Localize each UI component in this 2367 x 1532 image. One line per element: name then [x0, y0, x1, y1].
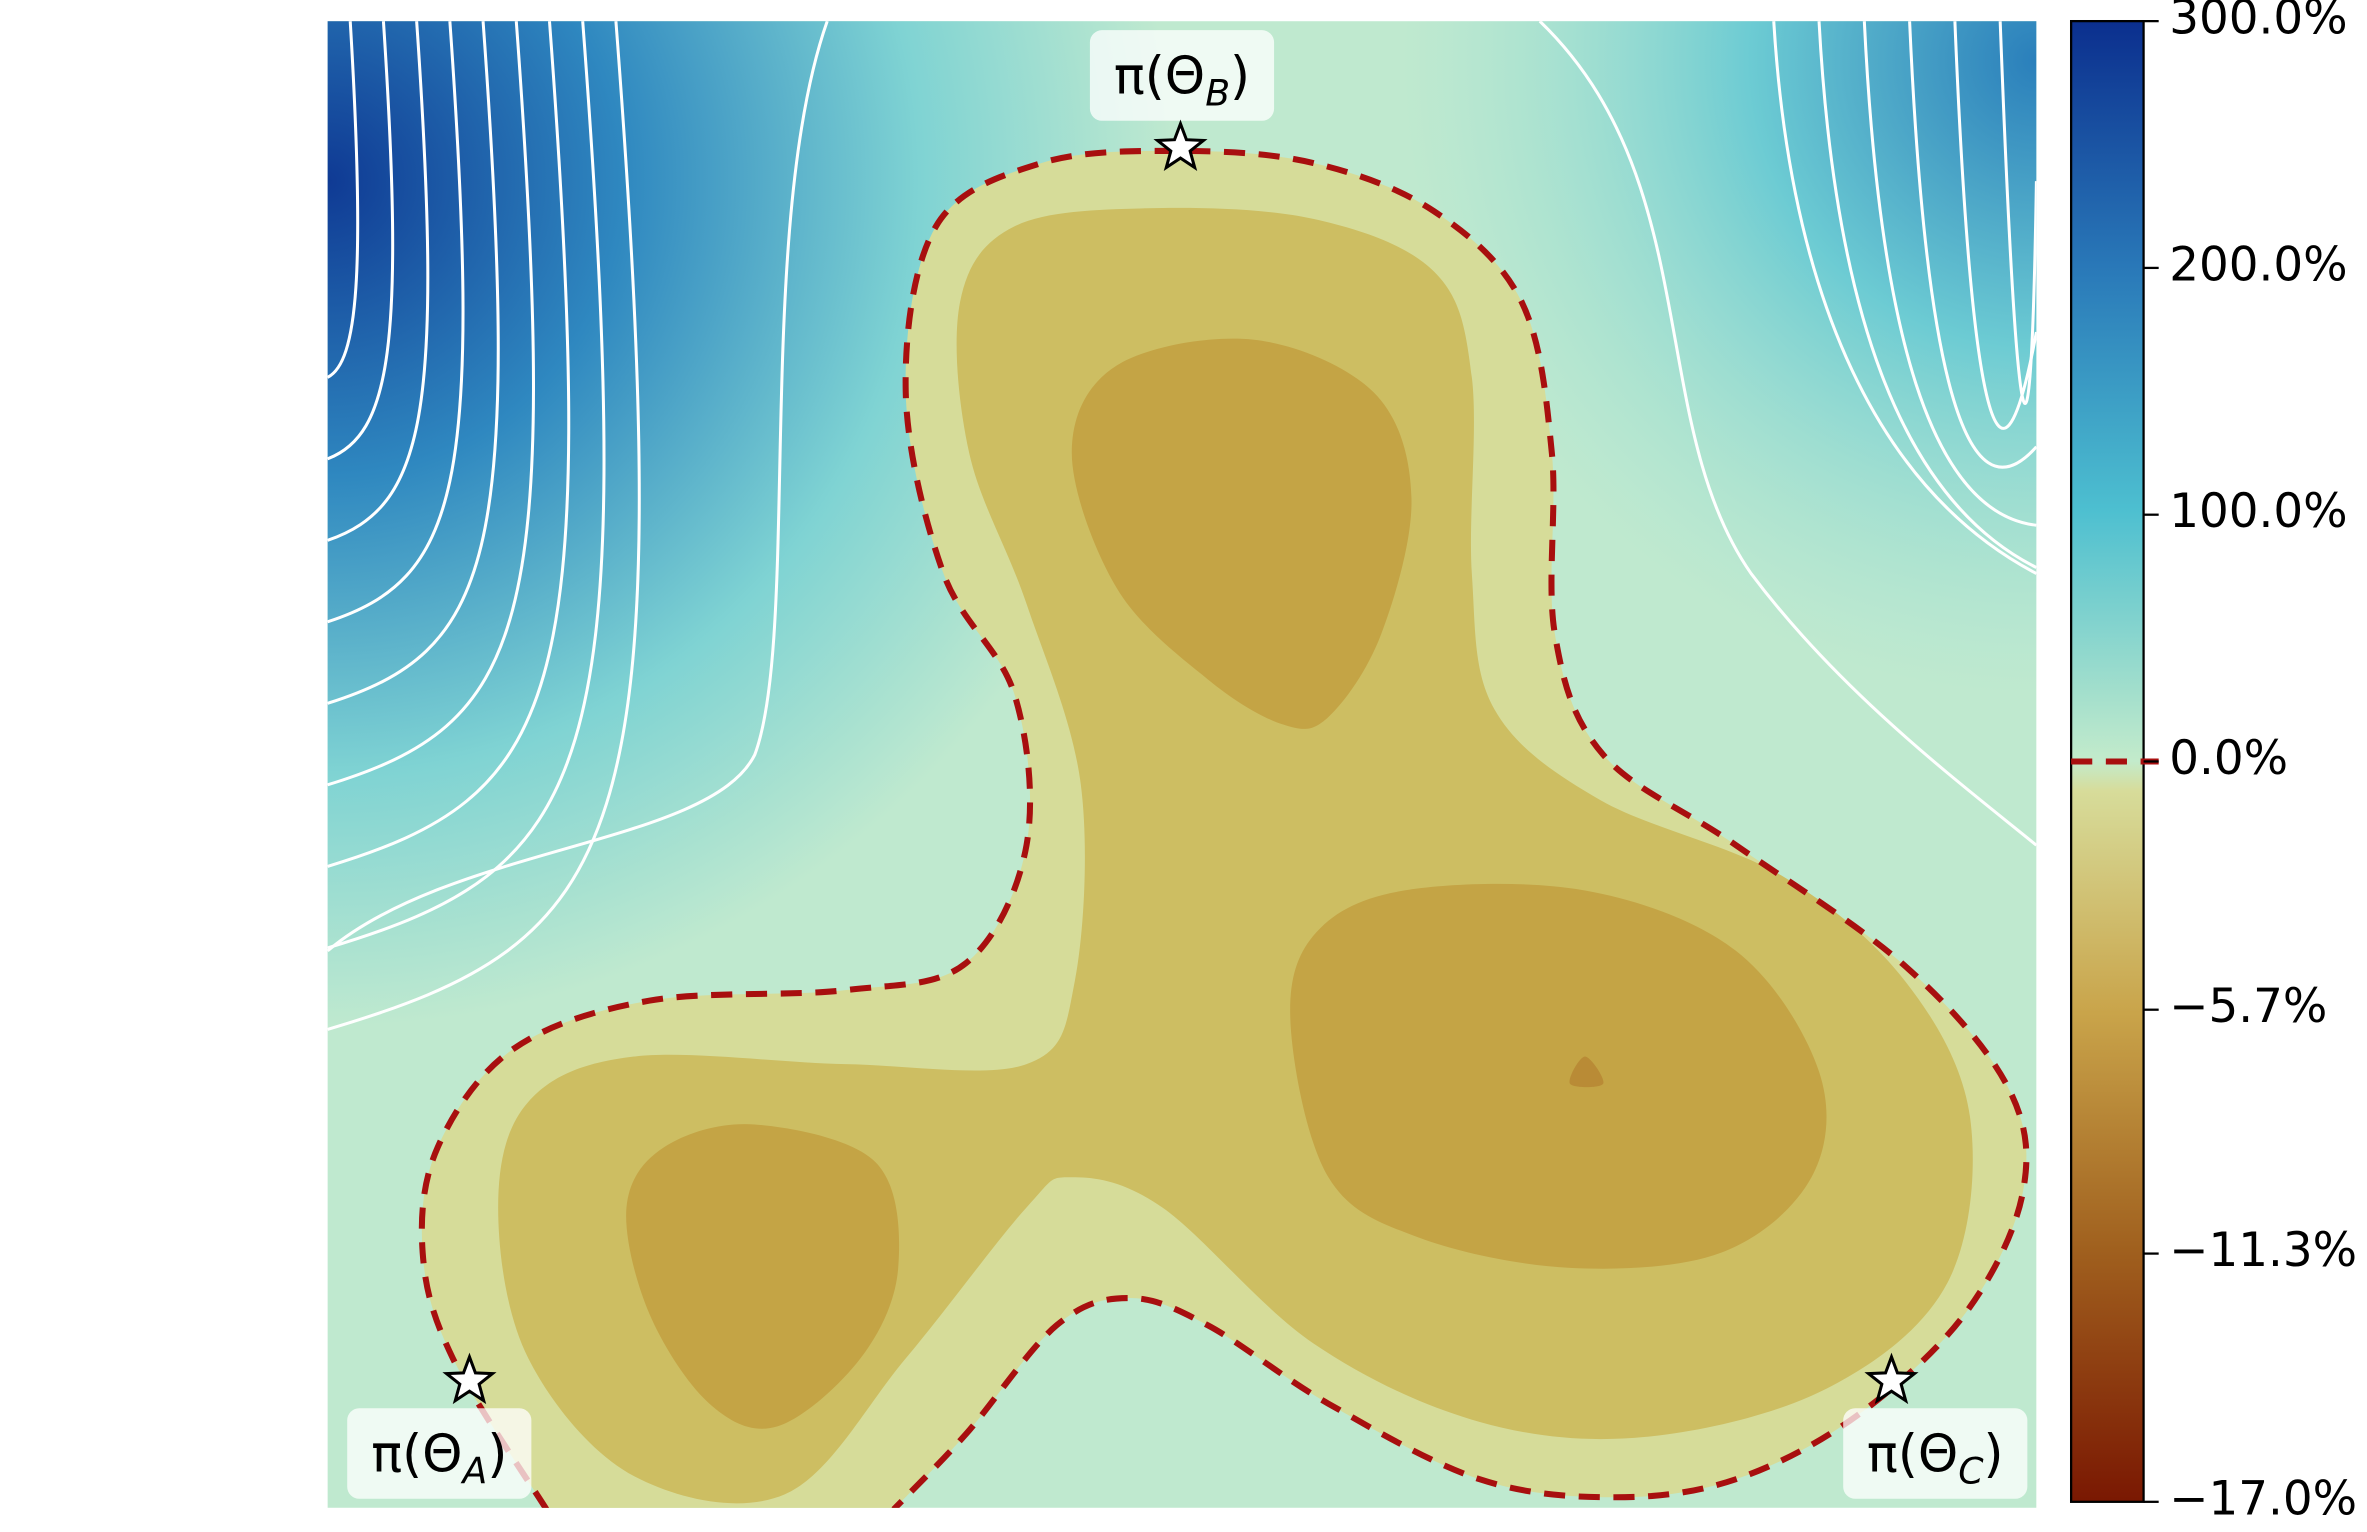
colorbar-tick-label: −11.3% [2169, 1224, 2357, 1278]
iso-line [1538, 21, 2037, 847]
label-part: π(Θ [1114, 47, 1205, 107]
colorbar-axis: 300.0% 200.0% 100.0% 0.0% −5.7% −11.3% −17.0% [2071, 0, 2357, 1526]
contour-fill [626, 1124, 900, 1429]
iso-lines [327, 21, 2037, 1031]
plot-area [327, 21, 2037, 1508]
label-part: B [1205, 72, 1230, 115]
label-part: C [1958, 1450, 1984, 1493]
colorbar-tick-label: 100.0% [2169, 485, 2347, 539]
points: π(ΘA)π(ΘB)π(ΘC) [347, 30, 2028, 1499]
label-part: π(Θ [1867, 1425, 1958, 1485]
star-marker [442, 1352, 497, 1405]
iso-line [1998, 21, 2037, 405]
label-part: π(Θ [371, 1425, 462, 1485]
label-box [1089, 30, 1275, 121]
label-part: ) [1230, 47, 1250, 107]
contour-fill [1569, 1056, 1604, 1088]
colorbar-tick-label: −17.0% [2169, 1472, 2357, 1526]
iso-line [327, 21, 395, 461]
iso-line [1862, 21, 2037, 527]
colorbar-tick-label: 300.0% [2169, 0, 2347, 46]
point-label: π(ΘA) [371, 1425, 507, 1493]
colorbar-tick-label: 0.0% [2169, 732, 2288, 786]
point-label: π(ΘB) [1114, 47, 1250, 115]
iso-line [327, 21, 641, 1031]
star-marker [1153, 119, 1208, 171]
iso-line [327, 21, 465, 624]
point-label: π(ΘC) [1867, 1425, 2004, 1493]
colorbar-tick-label: 200.0% [2169, 238, 2347, 292]
iso-line [327, 21, 500, 705]
label-part: A [461, 1450, 488, 1493]
iso-line [1953, 21, 2037, 430]
iso-line [1772, 21, 2037, 575]
colorbar-tick-label: −5.7% [2169, 980, 2327, 1034]
label-box [1843, 1408, 2028, 1499]
contour-fill [1290, 883, 1827, 1269]
zero-contour [418, 147, 2030, 1508]
iso-line [1817, 21, 2037, 569]
iso-line [327, 21, 430, 542]
star-marker [1864, 1352, 1919, 1405]
contours [418, 147, 2030, 1508]
iso-line [327, 21, 606, 950]
label-part: ) [487, 1425, 507, 1485]
iso-line [1908, 21, 2037, 469]
contour-fill [1071, 338, 1412, 729]
iso-line [327, 21, 571, 868]
label-part: ) [1984, 1425, 2004, 1485]
iso-line [327, 21, 829, 953]
iso-line [327, 21, 360, 379]
iso-line [327, 21, 535, 787]
label-box [347, 1408, 532, 1499]
